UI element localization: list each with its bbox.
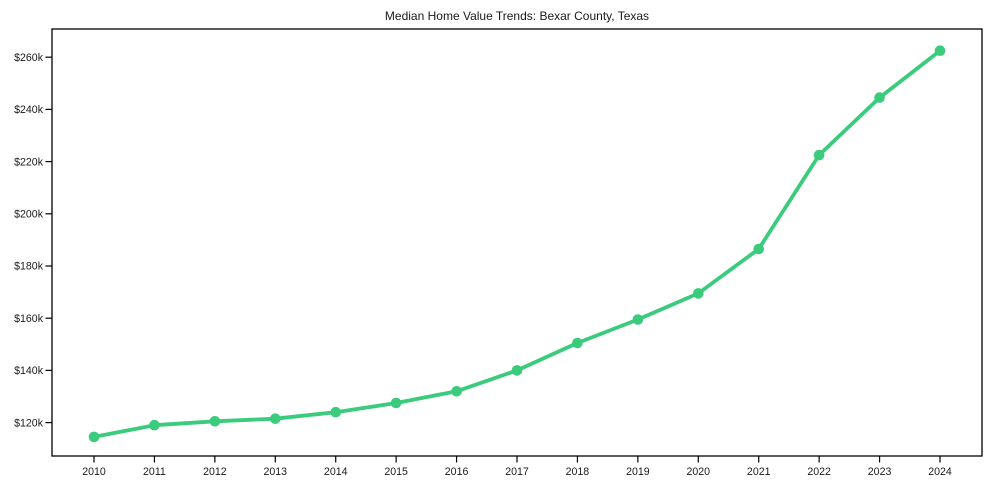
data-point-marker: [149, 419, 160, 431]
data-point-marker: [330, 406, 342, 418]
x-axis-tick-label: 2017: [505, 466, 529, 478]
data-point-marker: [813, 149, 825, 161]
x-axis-tick-label: 2018: [566, 466, 590, 478]
data-point-marker: [632, 314, 644, 325]
x-axis-tick-label: 2020: [686, 466, 710, 478]
axis-ticks: [45, 56, 941, 463]
y-axis-tick-label: $260k: [14, 52, 44, 64]
y-axis-tick-label: $180k: [14, 261, 44, 273]
data-point-marker: [572, 337, 583, 349]
data-point-marker: [693, 288, 704, 299]
x-axis-tick-label: 2013: [263, 466, 287, 478]
data-point-marker: [753, 243, 764, 255]
data-point-marker: [88, 431, 100, 443]
data-series: [88, 45, 946, 443]
x-axis-tick-label: 2010: [82, 466, 106, 478]
y-axis-tick-label: $160k: [14, 313, 44, 325]
trend-line: [92, 48, 942, 439]
y-axis-tick-label: $120k: [14, 417, 44, 429]
y-axis-tick-label: $240k: [14, 104, 44, 116]
data-point-marker: [390, 397, 402, 409]
x-axis-tick-label: 2019: [626, 466, 650, 478]
x-axis-tick-label: 2015: [384, 466, 408, 478]
y-axis-tick-label: $140k: [14, 365, 44, 377]
axis-tick-labels: $120k $140k $160k $180k $200k $220k $240k $260k…: [14, 52, 952, 478]
x-axis-tick-label: 2024: [928, 466, 952, 478]
x-axis-tick-label: 2016: [445, 466, 469, 478]
data-point-marker: [209, 416, 221, 427]
x-axis-tick-label: 2023: [868, 466, 892, 478]
data-point-marker: [934, 45, 946, 56]
x-axis-tick-label: 2012: [203, 466, 227, 478]
x-axis-tick-label: 2011: [143, 466, 166, 478]
x-axis-tick-label: 2021: [747, 466, 771, 478]
data-point-marker: [511, 365, 523, 376]
x-axis-tick-label: 2014: [324, 466, 348, 478]
chart-title: Median Home Value Trends: Bexar County, …: [385, 9, 649, 23]
data-point-marker: [874, 92, 885, 103]
data-point-marker: [270, 413, 281, 425]
data-point-marker: [451, 386, 462, 397]
y-axis-tick-label: $220k: [14, 156, 44, 168]
y-axis-tick-label: $200k: [14, 208, 44, 220]
plot-area-border: [51, 28, 983, 457]
x-axis-tick-label: 2022: [807, 466, 831, 478]
